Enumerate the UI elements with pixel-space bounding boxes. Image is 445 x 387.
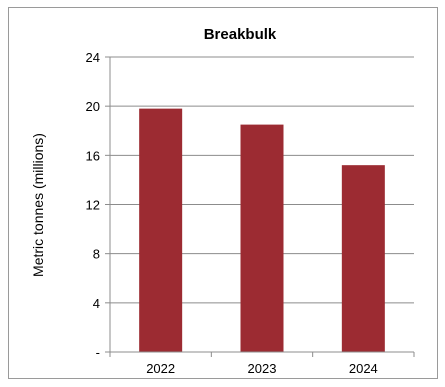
bar-2022 — [139, 108, 183, 352]
x-tick-label-2023: 2023 — [248, 361, 277, 376]
chart-title: Breakbulk — [204, 26, 277, 43]
y-tick-label: 12 — [86, 198, 100, 213]
x-tick-labels: 2022 2023 2024 — [146, 361, 378, 376]
x-tick-label-2022: 2022 — [146, 361, 175, 376]
y-tick-labels: - 4 8 12 16 20 24 — [86, 50, 100, 360]
bars — [139, 108, 385, 353]
bar-2024 — [341, 165, 385, 352]
y-tick-label: - — [96, 345, 100, 360]
y-tick-label: 24 — [86, 50, 100, 65]
y-tick-label: 20 — [86, 99, 100, 114]
axes — [105, 56, 415, 357]
y-tick-label: 16 — [86, 148, 100, 163]
y-axis-title: Metric tonnes (millions) — [30, 133, 46, 277]
y-tick-label: 8 — [93, 247, 100, 262]
x-tick-label-2024: 2024 — [349, 361, 378, 376]
y-tick-label: 4 — [93, 296, 100, 311]
bar-2023 — [240, 124, 284, 353]
